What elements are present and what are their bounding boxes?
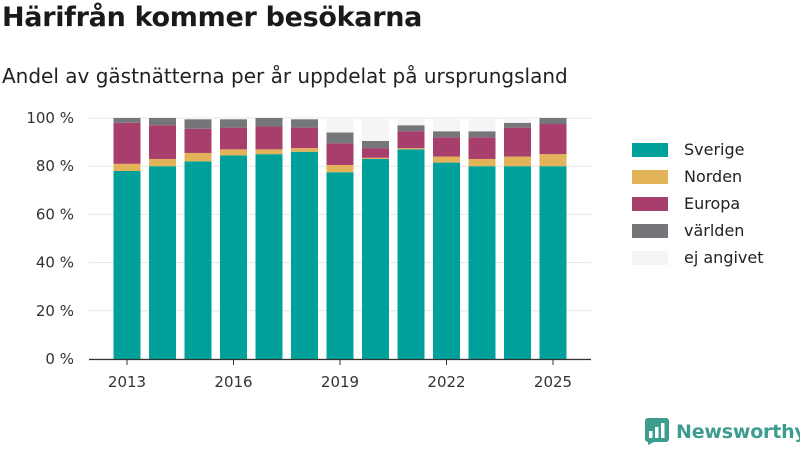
bar-segment	[397, 118, 425, 126]
bar-segment	[255, 154, 283, 359]
x-tick-label: 2019	[321, 373, 359, 391]
bar-segment	[468, 131, 496, 138]
legend-swatch	[632, 250, 668, 265]
legend-item: världen	[632, 217, 764, 244]
y-tick-label: 0 %	[45, 350, 74, 368]
bar-segment	[326, 164, 354, 173]
newsworthy-bar-chart-icon	[645, 418, 669, 445]
bar-segment	[504, 166, 531, 359]
bar-segment	[362, 158, 389, 359]
bar-segment	[184, 152, 212, 162]
bar-segment	[220, 118, 247, 120]
bar-segment	[291, 119, 318, 128]
bar-segment	[291, 118, 318, 120]
bar-segment	[539, 124, 567, 155]
legend-label: Europa	[684, 194, 741, 213]
bar-segment	[113, 163, 141, 172]
legend-item: Europa	[632, 190, 764, 217]
x-tick-label: 2022	[427, 373, 465, 391]
bar-segment	[184, 118, 212, 120]
bar-segment	[149, 125, 176, 159]
bar-segment	[220, 149, 247, 156]
bar-segment	[184, 161, 212, 359]
bar-segment	[433, 131, 460, 138]
bar-segment	[397, 149, 425, 359]
bar-segment	[433, 156, 460, 163]
bar-segment	[539, 118, 567, 125]
bar-segment	[326, 132, 354, 144]
bar-segment	[113, 122, 141, 164]
bar-segment	[504, 122, 531, 128]
bar-segment	[539, 166, 567, 359]
bar-segment	[539, 154, 567, 167]
bar-segment	[149, 166, 176, 359]
legend-swatch	[632, 142, 668, 157]
bar-segment	[433, 118, 460, 132]
bar-segment	[468, 118, 496, 132]
legend-label: ej angivet	[684, 248, 764, 267]
y-tick-label: 40 %	[36, 254, 74, 272]
legend-label: världen	[684, 221, 745, 240]
chart-subtitle: Andel av gästnätterna per år uppdelat på…	[2, 64, 568, 88]
bar-segment	[504, 156, 531, 167]
bar-segment	[184, 119, 212, 129]
bar-segment	[362, 148, 389, 158]
bar-segment	[468, 137, 496, 159]
bar-segment	[433, 162, 460, 359]
x-tick-label: 2016	[214, 373, 252, 391]
bar-segment	[433, 137, 460, 157]
y-tick-label: 80 %	[36, 157, 74, 175]
bar-segment	[255, 149, 283, 155]
legend-swatch	[632, 223, 668, 238]
brand-name: Newsworthy	[676, 420, 800, 443]
bar-segment	[149, 158, 176, 167]
bar-segment	[397, 125, 425, 132]
bar-segment	[184, 128, 212, 153]
bar-segment	[397, 148, 425, 150]
bar-segment	[291, 151, 318, 359]
bar-segment	[220, 155, 247, 359]
legend-item: Norden	[632, 163, 764, 190]
x-tick-label: 2025	[534, 373, 572, 391]
bar-segment	[504, 127, 531, 157]
bar-segment	[149, 118, 176, 126]
bar-segment	[113, 118, 141, 123]
bar-segment	[255, 126, 283, 150]
bar-segment	[291, 148, 318, 152]
y-tick-label: 100 %	[26, 109, 74, 127]
bar-segment	[397, 131, 425, 149]
bar-segment	[326, 143, 354, 165]
bar-segment	[326, 172, 354, 359]
bar-segment	[326, 118, 354, 133]
bar-segment	[468, 166, 496, 359]
bar-segment	[291, 127, 318, 149]
bar-segment	[220, 119, 247, 128]
bar-segment	[113, 171, 141, 359]
chart-legend: Sverige Norden Europa världen ej angivet	[632, 136, 764, 271]
bar-segment	[362, 157, 389, 159]
bar-segment	[362, 118, 389, 141]
legend-swatch	[632, 169, 668, 184]
y-tick-label: 20 %	[36, 302, 74, 320]
x-tick-label: 2013	[108, 373, 146, 391]
legend-label: Sverige	[684, 140, 745, 159]
bar-segment	[220, 127, 247, 150]
y-tick-label: 60 %	[36, 205, 74, 223]
legend-label: Norden	[684, 167, 743, 186]
legend-swatch	[632, 196, 668, 211]
legend-item: ej angivet	[632, 244, 764, 271]
newsworthy-logo: Newsworthy	[645, 418, 800, 445]
chart-title: Härifrån kommer besökarna	[2, 2, 423, 33]
bar-segment	[468, 158, 496, 167]
legend-item: Sverige	[632, 136, 764, 163]
bar-segment	[255, 118, 283, 127]
bar-segment	[504, 118, 531, 123]
bar-segment	[362, 140, 389, 149]
